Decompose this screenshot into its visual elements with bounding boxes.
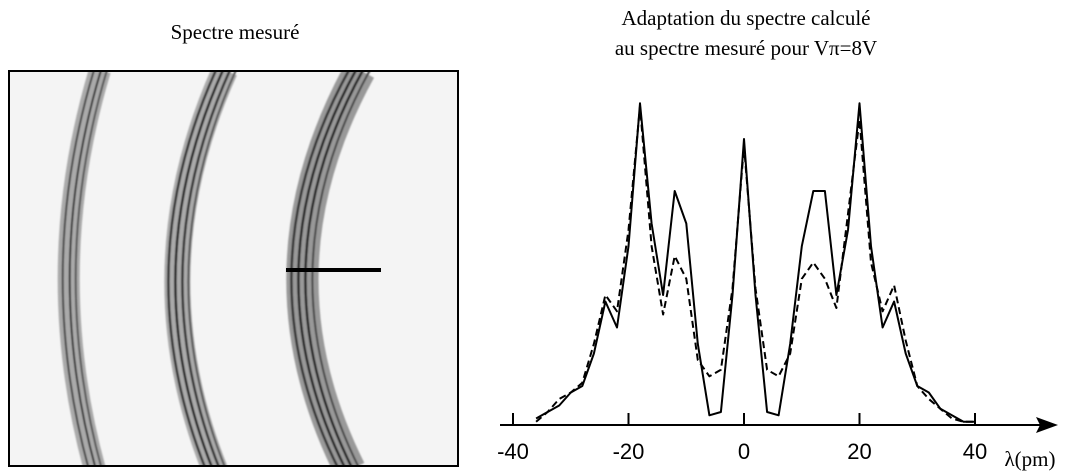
data-line [535,105,975,423]
chart-title: Adaptation du spectre calculé [622,6,871,30]
data-line [535,102,975,423]
x-tick-label: -40 [497,439,529,464]
x-axis-label: λ(pm) [1004,447,1055,471]
x-tick-label: 0 [738,439,750,464]
x-tick-label: -20 [613,439,645,464]
chart-title: au spectre mesuré pour Vπ=8V [615,36,877,60]
ring-image [9,71,458,466]
x-tick-label: 20 [847,439,871,464]
image-title: Spectre mesuré [171,20,300,44]
x-tick-label: 40 [963,439,987,464]
axis-arrow [1036,417,1058,433]
image-frame [8,70,459,467]
